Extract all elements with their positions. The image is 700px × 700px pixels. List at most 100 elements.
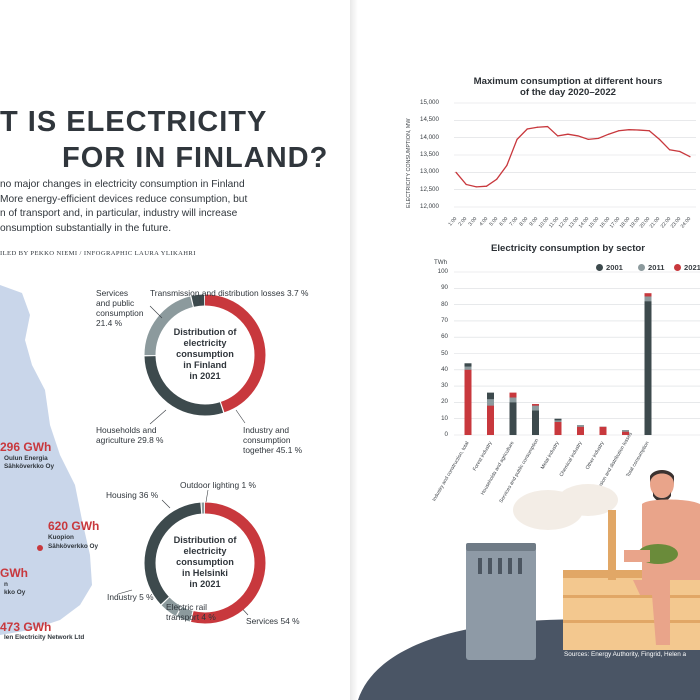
person-arm xyxy=(624,550,650,562)
bench-post xyxy=(608,510,616,580)
map-sub-kuopio-1: Kuopion xyxy=(48,534,74,541)
bench-plank xyxy=(563,570,700,578)
line-point xyxy=(648,130,650,132)
sauna-stove-top xyxy=(466,543,536,551)
bar-2021 xyxy=(622,431,629,435)
map-value-oulu: 296 GWh xyxy=(0,440,52,454)
y-tick-label: 30 xyxy=(441,382,448,390)
byline-credit: ILED BY PEKKO NIEMI / INFOGRAPHIC LAURA … xyxy=(0,250,196,257)
line-point xyxy=(546,125,549,128)
stove-vent xyxy=(478,558,482,574)
donut-leader-lines xyxy=(117,296,249,616)
line-point xyxy=(608,133,610,135)
label-line: consumption xyxy=(96,308,144,318)
person-hair xyxy=(650,470,674,484)
y-tick-label: 80 xyxy=(441,300,448,308)
legend-label: 2021 xyxy=(684,263,700,272)
intro-line: onsumption substantially in the future. xyxy=(0,222,172,234)
label-line: Industry and xyxy=(243,425,290,435)
donut-center-line: in Finland xyxy=(183,360,227,370)
right-page: Maximum consumption at different hours o… xyxy=(358,0,700,700)
line-series-path xyxy=(455,125,691,188)
bar-2021 xyxy=(487,405,494,435)
donut-fi-label-services: Services and public consumption 21.4 % xyxy=(96,288,144,328)
y-tick-label: 0 xyxy=(444,431,448,438)
map-value-kuopio: 620 GWh xyxy=(48,519,100,533)
legend-2021: 2021 xyxy=(674,263,700,272)
line-point xyxy=(669,149,671,151)
bar-2021 xyxy=(577,426,584,435)
person-leg xyxy=(633,580,670,645)
donut-hki-label-industry: Industry 5 % xyxy=(107,592,154,602)
bench-plank xyxy=(563,595,700,598)
legend-dot-2021 xyxy=(674,264,681,271)
map-sub-oulu-1: Oulun Energia xyxy=(4,455,48,462)
label-line: Services xyxy=(96,288,129,298)
intro-line: no major changes in electricity consumpt… xyxy=(0,179,245,190)
map-sub-kuopio-2: Sähköverkko Oy xyxy=(48,543,99,550)
donut-slice xyxy=(144,502,266,624)
bar-chart xyxy=(454,271,700,436)
stove-vent xyxy=(508,558,512,574)
sources-note: Sources: Energy Authority, Fingrid, Hele… xyxy=(564,651,687,658)
y-tick-label: 70 xyxy=(441,316,448,324)
donut-center-line: consumption xyxy=(176,349,234,359)
y-tick-label: 100 xyxy=(437,268,448,275)
y-tick-label: 50 xyxy=(441,349,448,357)
y-tick-label: 13,500 xyxy=(420,151,439,158)
donut-hki-label-outdoor: Outdoor lighting 1 % xyxy=(180,480,256,490)
donut-center-line: electricity xyxy=(183,338,227,348)
steam-cloud xyxy=(558,484,618,516)
donut-chart-finland xyxy=(144,294,266,416)
line-point xyxy=(557,135,559,137)
line-point xyxy=(658,138,661,140)
donut-center-line: Distribution of xyxy=(173,535,237,545)
line-point xyxy=(516,138,518,140)
y-tick-label: 40 xyxy=(441,365,448,373)
page-gutter xyxy=(350,0,358,700)
line-point xyxy=(628,129,630,131)
y-tick-label: 10 xyxy=(441,414,448,422)
legend-label: 2011 xyxy=(648,263,665,272)
bar-chart-title: Electricity consumption by sector xyxy=(490,243,646,254)
bar-2021 xyxy=(464,369,472,435)
donut-hki-label-services: Services 54 % xyxy=(246,616,300,626)
y-tick-label: 15,000 xyxy=(420,99,439,106)
line-point xyxy=(485,185,488,187)
line-point xyxy=(597,137,600,139)
donut-center-line: in 2021 xyxy=(189,371,221,381)
label-line: agriculture 29.8 % xyxy=(96,435,164,445)
y-tick-label: 60 xyxy=(441,333,448,341)
donut-center-line: electricity xyxy=(183,546,227,556)
legend-2001: 2001 xyxy=(596,263,623,272)
donut-center-line: consumption xyxy=(176,557,234,567)
line-point xyxy=(638,129,640,131)
legend-dot-2001 xyxy=(596,264,603,271)
y-tick-label: 20 xyxy=(441,398,448,406)
bar-2001 xyxy=(532,410,539,435)
sauna-bench xyxy=(563,570,700,650)
label-line: transport 4 % xyxy=(166,612,216,622)
left-page: T IS ELECTRICITY FOR IN FINLAND? no majo… xyxy=(0,106,329,641)
label-line: and public xyxy=(96,298,135,308)
donut-fi-label-households: Households and agriculture 29.8 % xyxy=(96,425,164,445)
donut-finland-center: Distribution of electricity consumption … xyxy=(155,327,255,382)
donut-fi-label-losses: Transmission and distribution losses 3.7… xyxy=(150,288,309,298)
bar-2021 xyxy=(554,421,562,435)
intro-paragraph: no major changes in electricity consumpt… xyxy=(0,178,300,236)
label-line: together 45.1 % xyxy=(243,445,303,455)
headline-line-1: T IS ELECTRICITY xyxy=(0,106,268,138)
donut-center-line: in Helsinki xyxy=(182,568,228,578)
line-point xyxy=(496,178,498,180)
headline-line-2: FOR IN FINLAND? xyxy=(62,142,329,174)
y-tick-label: 12,500 xyxy=(420,185,439,193)
map-marker-kuopio xyxy=(37,545,43,551)
y-tick-label: 14,500 xyxy=(420,116,439,124)
line-point xyxy=(567,133,569,135)
line-point xyxy=(587,138,589,140)
line-point xyxy=(465,183,467,186)
sauna-stove xyxy=(466,548,536,660)
intro-line: More energy-efficient devices reduce con… xyxy=(0,193,248,205)
bench-plank xyxy=(563,620,700,623)
donut-center-line: Distribution of xyxy=(173,327,237,337)
